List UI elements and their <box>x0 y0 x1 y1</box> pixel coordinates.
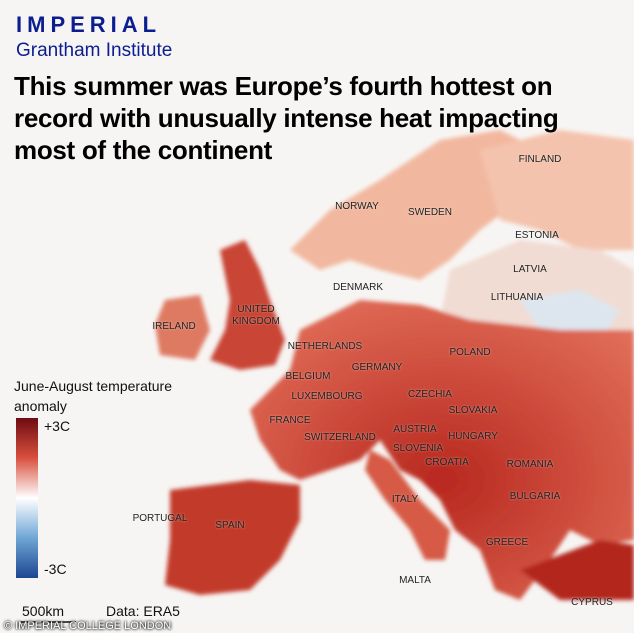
scale-label: 500km <box>22 603 65 619</box>
country-label: UNITED KINGDOM <box>232 304 280 327</box>
institute: Grantham Institute <box>16 40 173 61</box>
country-label: CYPRUS <box>571 597 613 608</box>
country-label: SWITZERLAND <box>304 432 376 443</box>
country-label: ITALY <box>391 494 419 505</box>
land <box>155 130 634 600</box>
source: Data: ERA5 <box>106 603 180 619</box>
country-label: LUXEMBOURG <box>291 391 363 402</box>
country-label: BELGIUM <box>285 371 331 382</box>
credit: © IMPERIAL COLLEGE LONDON <box>4 620 172 632</box>
country-label: SWEDEN <box>408 207 452 218</box>
country-label: ROMANIA <box>506 459 554 470</box>
country-label: CZECHIA <box>408 389 452 400</box>
country-label: GERMANY <box>351 362 403 373</box>
country-label: PORTUGAL <box>132 513 188 524</box>
brand: IMPERIAL <box>16 12 162 37</box>
country-label: ESTONIA <box>515 230 559 241</box>
legend-title: June-August temperature anomaly <box>14 378 172 414</box>
country-label: AUSTRIA <box>393 424 437 435</box>
country-label: IRELAND <box>152 321 196 332</box>
country-label: BULGARIA <box>509 491 561 502</box>
country-label: POLAND <box>449 347 491 358</box>
country-label: SPAIN <box>215 520 245 531</box>
country-label: HUNGARY <box>448 431 498 442</box>
legend-max: +3C <box>44 418 71 434</box>
colorbar <box>16 418 38 578</box>
country-label: SLOVENIA <box>392 443 444 454</box>
title: This summer was Europe’s fourth hottest … <box>14 71 559 165</box>
country-label: SLOVAKIA <box>448 405 498 416</box>
country-label: LITHUANIA <box>490 292 544 303</box>
country-label: GREECE <box>485 537 529 548</box>
country-label: MALTA <box>399 575 431 586</box>
country-label: NORWAY <box>335 201 379 212</box>
country-label: FRANCE <box>269 415 311 426</box>
country-label: CROATIA <box>425 457 469 468</box>
country-label: FINLAND <box>518 154 562 165</box>
legend-min: -3C <box>44 561 67 577</box>
country-label: NETHERLANDS <box>287 341 363 352</box>
country-label: DENMARK <box>332 282 384 293</box>
country-label: LATVIA <box>513 264 547 275</box>
